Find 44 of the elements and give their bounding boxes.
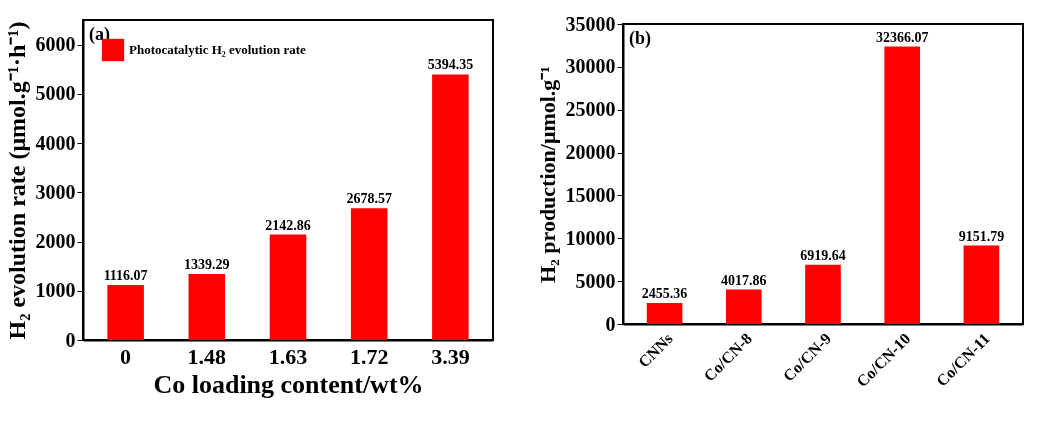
annotation: (b) [629, 28, 651, 49]
data-label: 5394.35 [427, 57, 474, 73]
y-tick-label: 2000 [35, 230, 76, 253]
bar [269, 234, 307, 340]
y-axis-title: H₂ production/μmol.g⁻¹ [534, 66, 560, 283]
y-tick-label: 20000 [565, 141, 616, 164]
bar [725, 289, 762, 324]
y-tick-label: 3000 [35, 180, 76, 203]
bar [107, 285, 144, 340]
data-label: 9151.79 [958, 228, 1005, 244]
bar [188, 274, 226, 340]
bar [884, 46, 921, 324]
data-label: 1116.07 [103, 268, 148, 284]
y-tick-label: 10000 [565, 226, 616, 249]
bar [350, 208, 388, 340]
x-axis-title: Co loading content/wt% [153, 369, 424, 399]
y-tick-label: 6000 [35, 33, 76, 56]
bar [805, 264, 841, 324]
y-tick-label: 0 [605, 312, 616, 335]
y-tick-label: 35000 [565, 12, 616, 35]
data-label: 2455.36 [641, 285, 688, 301]
data-label: 1339.29 [184, 257, 230, 273]
x-tick-label: 1.48 [187, 343, 227, 369]
data-label: 6919.64 [800, 247, 846, 263]
y-tick-label: 25000 [565, 98, 616, 121]
bar [646, 302, 683, 324]
data-label: 4017.86 [721, 272, 767, 288]
y-tick-label: 5000 [575, 269, 616, 292]
x-tick-label: 1.72 [349, 343, 389, 369]
y-tick-label: 5000 [35, 82, 76, 105]
x-tick-label: 3.39 [431, 343, 470, 369]
data-label: 32366.07 [875, 29, 929, 45]
y-tick-label: 1000 [35, 279, 76, 302]
data-label: 2142.86 [265, 217, 311, 233]
y-axis-title: H₂ evolution rate (μmol.g⁻¹·h⁻¹) [3, 21, 30, 340]
legend-label: Photocatalytic H₂ evolution rate [129, 42, 307, 57]
y-tick-label: 30000 [565, 55, 616, 78]
bar [432, 74, 469, 340]
data-label: 2678.57 [346, 191, 392, 207]
x-tick-label: 1.63 [268, 343, 308, 369]
bar [963, 245, 1000, 324]
x-tick-label: 0 [120, 343, 132, 369]
y-tick-label: 4000 [35, 131, 76, 154]
y-tick-label: 15000 [565, 183, 616, 206]
